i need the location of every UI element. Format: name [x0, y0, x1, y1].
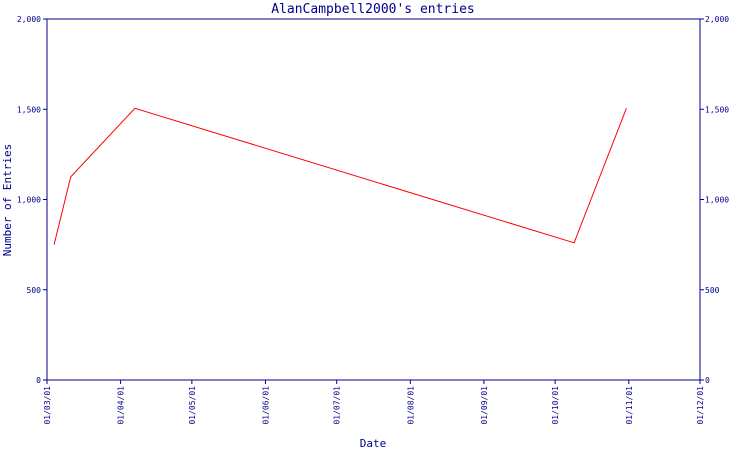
y-tick-label-right: 0 [705, 376, 710, 385]
x-axis: 01/03/01 01/04/01 01/05/01 01/06/01 01/07/01… [43, 380, 705, 425]
series-line [53, 107, 627, 245]
x-tick-label: 01/06/01 [261, 386, 270, 425]
plot-frame [46, 18, 701, 381]
y-axis-right: 0 500 1,000 1,500 2,000 [700, 15, 729, 385]
x-tick-label: 01/11/01 [625, 386, 634, 425]
y-axis-title: Number of Entries [1, 144, 14, 257]
y-tick-label: 2,000 [17, 15, 41, 24]
y-tick-label-right: 2,000 [705, 15, 729, 24]
y-axis-left: 0 500 1,000 1,500 2,000 [17, 15, 47, 385]
x-tick-label: 01/07/01 [333, 386, 342, 425]
y-tick-label: 500 [27, 286, 42, 295]
x-tick-label: 01/09/01 [480, 386, 489, 425]
y-tick-label: 0 [36, 376, 41, 385]
y-tick-label-right: 500 [705, 286, 720, 295]
x-tick-label: 01/10/01 [551, 386, 560, 425]
x-tick-label: 01/03/01 [43, 386, 52, 425]
x-tick-label: 01/04/01 [117, 386, 126, 425]
y-tick-label-right: 1,000 [705, 196, 729, 205]
x-axis-title: Date [360, 437, 387, 450]
chart-title: AlanCampbell2000's entries [271, 2, 475, 17]
y-tick-label: 1,500 [17, 105, 41, 114]
y-tick-label-right: 1,500 [705, 105, 729, 114]
y-tick-label: 1,000 [17, 196, 41, 205]
x-tick-label: 01/05/01 [188, 386, 197, 425]
x-tick-label: 01/12/01 [696, 386, 705, 425]
x-tick-label: 01/08/01 [406, 386, 415, 425]
